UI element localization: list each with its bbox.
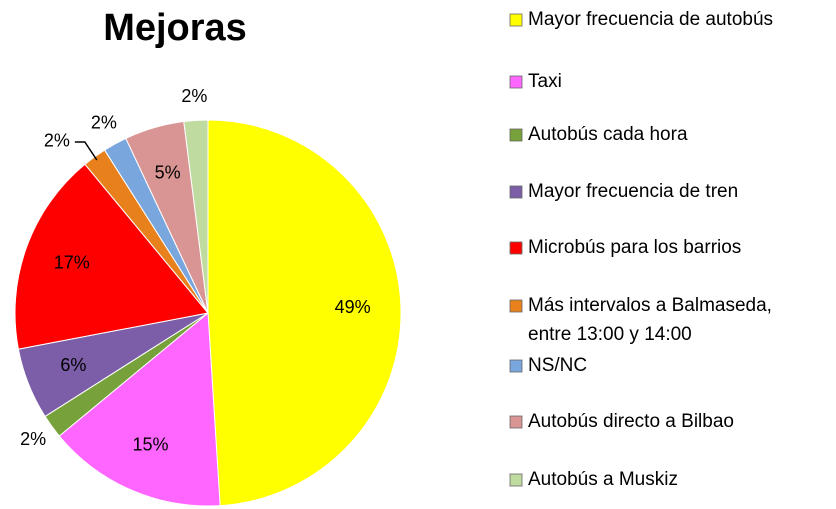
legend-label: Más intervalos a Balmaseda, entre 13:00 y… xyxy=(528,295,772,345)
legend-swatch xyxy=(509,473,523,487)
legend-swatch xyxy=(509,13,523,27)
leader-line xyxy=(74,141,98,161)
data-label: 5% xyxy=(155,163,181,183)
data-label: 49% xyxy=(335,297,371,317)
legend-label: Autobús a Muskiz xyxy=(528,469,678,490)
pie-slice xyxy=(183,119,209,314)
legend-swatch xyxy=(509,75,523,89)
legend-swatch xyxy=(509,299,523,313)
legend-swatch xyxy=(509,128,523,142)
pie-slice xyxy=(58,311,221,507)
legend-label: Autobús directo a Bilbao xyxy=(528,411,734,432)
legend-label: Mayor frecuencia de autobús xyxy=(528,9,773,30)
legend-swatch xyxy=(509,241,523,255)
legend-label: Taxi xyxy=(528,71,562,92)
legend-swatch xyxy=(509,415,523,429)
legend-swatch xyxy=(509,359,523,373)
legend-label: Microbús para los barrios xyxy=(528,237,741,258)
chart-title: Mejoras xyxy=(103,7,247,49)
data-label: 2% xyxy=(44,131,70,151)
legend-label: Mayor frecuencia de tren xyxy=(528,181,738,202)
pie-slice xyxy=(207,119,402,507)
pie-slice xyxy=(14,163,209,350)
data-label: 2% xyxy=(181,86,207,106)
legend-label: Autobús cada hora xyxy=(528,124,688,145)
data-label: 2% xyxy=(91,112,117,132)
legend-label: NS/NC xyxy=(528,355,587,376)
data-label: 2% xyxy=(20,429,46,449)
data-label: 17% xyxy=(54,253,90,273)
legend-swatch xyxy=(509,185,523,199)
data-label: 15% xyxy=(132,435,168,455)
data-label: 6% xyxy=(60,355,86,375)
